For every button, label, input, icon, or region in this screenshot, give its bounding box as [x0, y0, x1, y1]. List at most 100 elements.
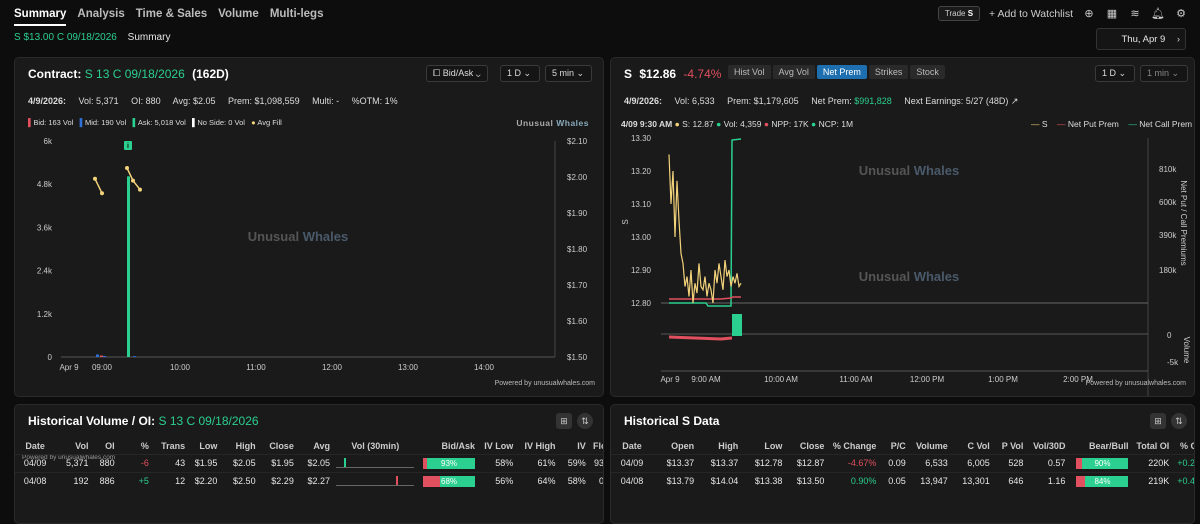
stock-right-tick: 810k: [1159, 165, 1177, 174]
ratio-label: 93%: [441, 458, 458, 468]
legend-s[interactable]: — S: [1031, 119, 1048, 129]
cell-cvol: 13,301: [950, 471, 993, 490]
chart-icon: ⧠: [433, 68, 443, 78]
cell-trans: 12: [151, 471, 189, 490]
bid-ask-ratio-bar: 90%: [1076, 457, 1129, 469]
trade-button[interactable]: Trade S: [937, 6, 981, 21]
stock-powered[interactable]: Powered by unusualwhales.com: [1085, 380, 1186, 387]
contract-ticker[interactable]: S $13.00 C 09/18/2026: [14, 32, 117, 43]
plus-circle-icon[interactable]: ⊕: [1084, 7, 1094, 20]
bid-portion: [1076, 457, 1082, 469]
btn-stock[interactable]: Stock: [910, 65, 945, 79]
legend-net-call[interactable]: — Net Call Prem: [1128, 119, 1193, 129]
interval-select[interactable]: 5 min ⌄: [545, 65, 592, 82]
contract-left-tick: 6k: [44, 137, 53, 146]
calculator-icon[interactable]: ▦: [1106, 7, 1118, 20]
table-row[interactable]: 04/09 $13.37 $13.37 $12.78 $12.87 -4.67% 0.09 6…: [611, 453, 1194, 472]
legend-ask[interactable]: ▌Ask: 5,018 Vol: [132, 118, 186, 127]
range-select[interactable]: 1 D ⌄: [500, 65, 540, 82]
stock-x-tick: 10:00 AM: [764, 375, 798, 384]
col-iv-low[interactable]: IV Low: [484, 440, 514, 451]
add-to-watchlist-button[interactable]: + Add to Watchlist: [989, 7, 1073, 20]
stock-interval-select[interactable]: 1 min ⌄: [1140, 65, 1188, 82]
chevron-down-icon: ⌄: [1118, 68, 1127, 78]
col-iv-high[interactable]: IV High: [524, 440, 556, 451]
btn-avg-vol[interactable]: Avg Vol: [772, 65, 815, 79]
col-floo[interactable]: Floo: [593, 440, 603, 451]
export-icon[interactable]: ⊞: [556, 413, 572, 429]
col-iv[interactable]: IV: [577, 440, 586, 451]
table-row[interactable]: 04/09 5,371 880 -6 43 $1.95 $2.05 $1.95 $2.05 93%…: [15, 453, 603, 472]
legend-noside[interactable]: ▌No Side: 0 Vol: [192, 118, 245, 127]
col-high[interactable]: High: [235, 440, 256, 451]
btn-hist-vol[interactable]: Hist Vol: [728, 65, 771, 79]
range-value: 1 D: [507, 68, 522, 78]
btn-strikes[interactable]: Strikes: [868, 65, 909, 79]
col-open[interactable]: Open: [671, 440, 695, 451]
col-volume[interactable]: Volume: [915, 440, 948, 451]
col-trans[interactable]: Trans: [161, 440, 186, 451]
col-low[interactable]: Low: [764, 440, 783, 451]
stock-stat-netprem-label: Net Prem:: [811, 96, 852, 106]
col-vol-30min-[interactable]: Vol (30min): [351, 440, 400, 451]
mid-volume-bar: [133, 356, 136, 357]
contract-powered[interactable]: Powered by unusualwhales.com: [494, 380, 595, 387]
tab-summary[interactable]: Summary: [14, 8, 67, 26]
tab-multi-legs[interactable]: Multi-legs: [269, 8, 324, 20]
col-p-vol[interactable]: P Vol: [1001, 440, 1024, 451]
tab-volume[interactable]: Volume: [218, 8, 259, 20]
legend-ask-label: Ask: 5,018 Vol: [137, 118, 186, 127]
col-oi[interactable]: OI: [105, 440, 115, 451]
interval-value: 5 min: [552, 68, 575, 78]
date-picker[interactable]: Thu, Apr 9 ›: [1096, 28, 1186, 50]
col--oi-[interactable]: % OI%: [1179, 440, 1194, 451]
stock-legend-info: 4/09 9:30 AM ● S: 12.87 ● Vol: 4,359 ● N…: [621, 119, 854, 129]
col-date[interactable]: Date: [25, 440, 45, 451]
col-p-c[interactable]: P/C: [890, 440, 906, 451]
bid-ask-select[interactable]: ⧠ Bid/Ask ⌄: [426, 65, 488, 82]
col-avg[interactable]: Avg: [313, 440, 331, 451]
col-low[interactable]: Low: [199, 440, 218, 451]
export-icon[interactable]: ⊞: [1150, 413, 1166, 429]
external-link-icon[interactable]: ↗: [1010, 96, 1019, 106]
col-c-vol[interactable]: C Vol: [967, 440, 990, 451]
ratio-label: 90%: [1094, 458, 1111, 468]
legend-bid[interactable]: ▌Bid: 163 Vol: [28, 118, 74, 127]
stock-stat-prem: Prem: $1,179,605: [727, 96, 799, 106]
legend-avgfill-label: Avg Fill: [257, 118, 282, 127]
bell-icon[interactable]: 🔔︎: [1151, 7, 1165, 20]
trade-marker[interactable]: [124, 141, 132, 150]
legend-net-put[interactable]: — Net Put Prem: [1057, 119, 1119, 129]
layers-icon[interactable]: ≋: [1130, 7, 1140, 20]
legend-mid[interactable]: ▌Mid: 190 Vol: [79, 118, 127, 127]
bid-portion: [423, 475, 440, 487]
cell-change: -4.67%: [827, 453, 880, 472]
col--change[interactable]: % Change: [832, 440, 877, 451]
table-row[interactable]: 04/08 192 886 +5 12 $2.20 $2.50 $2.29 $2.27 68% 56…: [15, 471, 603, 490]
col-close[interactable]: Close: [799, 440, 825, 451]
col-bear-bull[interactable]: Bear/Bull: [1088, 440, 1129, 451]
sort-icon[interactable]: ⇅: [577, 413, 593, 429]
col-high[interactable]: High: [718, 440, 739, 451]
tab-analysis[interactable]: Analysis: [77, 8, 125, 20]
tab-time-sales[interactable]: Time & Sales: [135, 8, 208, 20]
col-vol-30d[interactable]: Vol/30D: [1033, 440, 1066, 451]
legend-avgfill[interactable]: ● Avg Fill: [251, 118, 282, 127]
col-close[interactable]: Close: [269, 440, 294, 451]
cell-low: $1.95: [188, 453, 221, 472]
col-bid-ask[interactable]: Bid/Ask: [441, 440, 476, 451]
btn-net-prem[interactable]: Net Prem: [816, 65, 867, 79]
col-date[interactable]: Date: [622, 440, 642, 451]
settings-icon[interactable]: ⚙: [1176, 7, 1186, 20]
table-row[interactable]: 04/08 $13.79 $14.04 $13.38 $13.50 0.90% 0.05 13…: [611, 471, 1194, 490]
contract-x-tick: Apr 9: [59, 363, 79, 372]
chevron-right-icon[interactable]: ›: [1176, 33, 1180, 45]
cell-floor: 93%: [588, 453, 603, 472]
sort-icon[interactable]: ⇅: [1171, 413, 1187, 429]
col-total-oi[interactable]: Total OI: [1136, 440, 1170, 451]
legend-s-label: S: [1041, 119, 1048, 129]
col-vol[interactable]: Vol: [75, 440, 89, 451]
col--[interactable]: %: [140, 440, 149, 451]
sub-label: Summary: [127, 32, 171, 43]
stock-range-select[interactable]: 1 D ⌄: [1095, 65, 1135, 82]
